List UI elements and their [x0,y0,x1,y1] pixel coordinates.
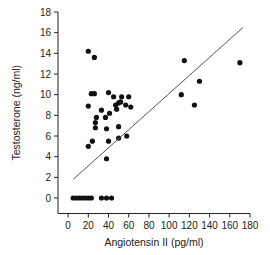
point [104,156,109,161]
x-tick-label: 180 [242,220,259,231]
y-tick-label: 2 [45,172,51,183]
point [182,58,187,63]
y-tick [54,198,58,199]
point [93,125,98,130]
y-tick-label: 4 [45,151,51,162]
y-tick [54,156,58,157]
point [103,115,108,120]
x-tick [88,214,89,218]
y-tick-label: 12 [40,69,52,80]
point [99,195,104,200]
x-tick [169,214,170,218]
point [89,195,94,200]
y-axis-label: Testosterone (ng/ml) [10,65,22,161]
x-tick-label: 120 [181,220,198,231]
x-tick-label: 20 [83,220,95,231]
y-tick [54,177,58,178]
x-tick-label: 80 [143,220,155,231]
x-tick [128,214,129,218]
point [93,120,98,125]
x-tick [250,214,251,218]
point [111,94,116,99]
point [86,103,91,108]
point [179,92,184,97]
point [116,124,121,129]
point [104,195,109,200]
y-tick [54,32,58,33]
point [128,104,133,109]
x-tick [68,214,69,218]
point [237,60,242,65]
point [106,90,111,95]
point [197,79,202,84]
point [107,111,112,116]
x-tick [148,214,149,218]
y-tick-label: 0 [45,193,51,204]
point [114,107,119,112]
point [192,102,197,107]
point [123,102,128,107]
point [109,195,114,200]
y-tick-label: 16 [40,27,52,38]
chart: 024681012141618020406080100120140160180A… [0,0,270,255]
x-tick-label: 60 [123,220,135,231]
x-tick [209,214,210,218]
y-tick [54,94,58,95]
point [118,99,123,104]
point [86,49,91,54]
x-tick-label: 0 [65,220,71,231]
y-tick [54,12,58,13]
point [86,144,91,149]
y-tick-label: 14 [40,48,52,59]
y-tick [54,53,58,54]
y-tick [54,74,58,75]
x-tick-label: 40 [103,220,115,231]
point [106,139,111,144]
x-axis-label: Angiotensin II (pg/ml) [104,236,203,248]
y-tick-label: 18 [40,7,52,18]
x-tick [189,214,190,218]
point [90,139,95,144]
x-tick-label: 100 [161,220,178,231]
point [124,133,129,138]
point [92,55,97,60]
x-tick [108,214,109,218]
x-tick-label: 160 [221,220,238,231]
x-tick [229,214,230,218]
y-tick [54,115,58,116]
point [99,108,104,113]
y-tick-label: 10 [40,89,52,100]
point [119,94,124,99]
point [126,94,131,99]
point [94,115,99,120]
x-tick-label: 140 [201,220,218,231]
y-axis [58,12,59,214]
plot-area [71,28,243,201]
trend-line [73,28,243,180]
x-axis [58,213,250,214]
y-tick [54,136,58,137]
y-tick-label: 6 [45,131,51,142]
point [104,126,109,131]
y-tick-label: 8 [45,110,51,121]
point [92,91,97,96]
